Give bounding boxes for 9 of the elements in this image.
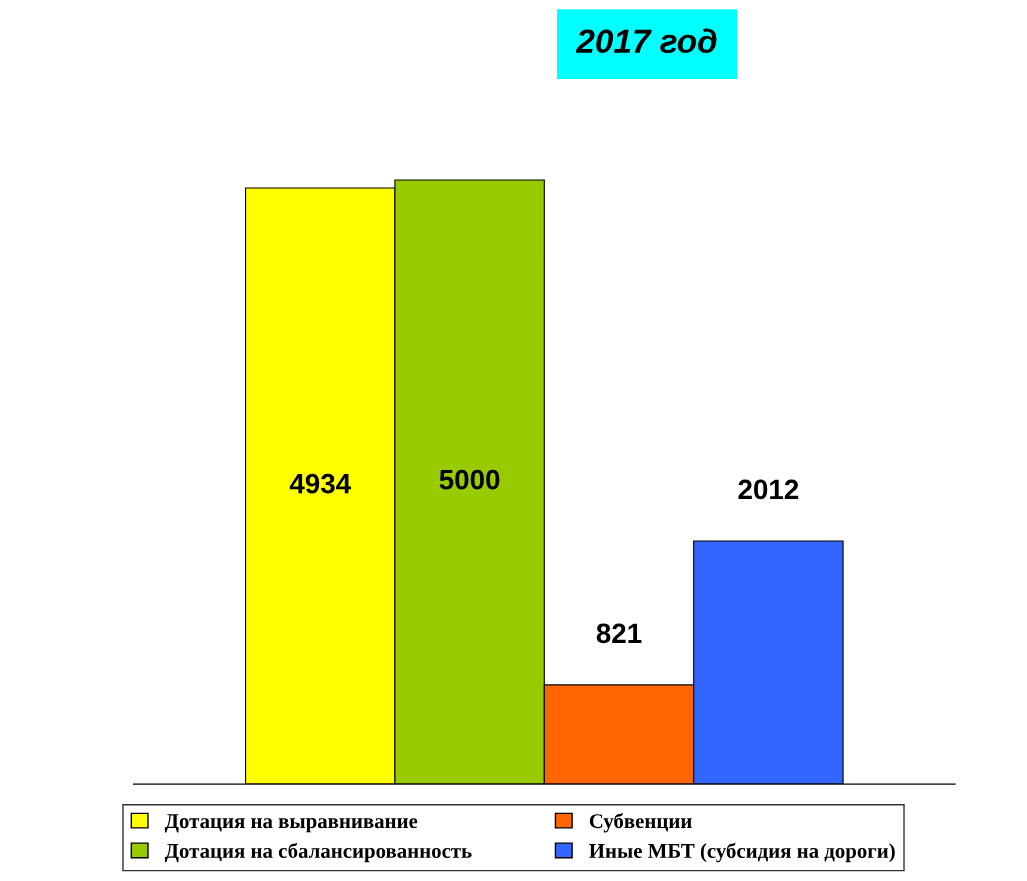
- data-label: 2012: [738, 479, 799, 500]
- chart-title: 2017 год: [575, 28, 717, 53]
- data-label: 5000: [439, 469, 500, 490]
- data-label: 821: [596, 623, 642, 644]
- legend-label: Субвенции: [589, 813, 692, 833]
- legend-label: Дотация на выравнивание: [164, 814, 418, 833]
- data-label: 4934: [289, 473, 351, 494]
- legend-label: Дотация на сбалансированность: [164, 842, 472, 863]
- legend-label: Иные МБТ (субсидия на дороги): [589, 842, 895, 863]
